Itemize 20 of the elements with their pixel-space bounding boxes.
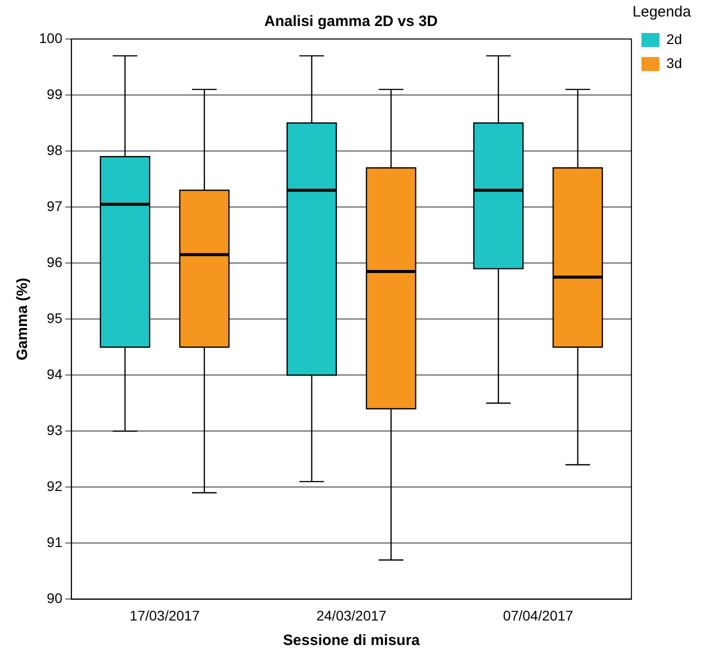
y-tick-label: 95 [46, 310, 63, 326]
legend-label: 2d [666, 30, 682, 47]
legend-title: Legenda [632, 4, 692, 21]
y-tick-label: 94 [46, 366, 63, 382]
y-tick-label: 99 [46, 86, 63, 102]
y-tick-label: 98 [46, 142, 63, 158]
legend-label: 3d [666, 54, 682, 71]
y-tick-label: 100 [39, 30, 63, 46]
y-tick-label: 90 [46, 590, 63, 606]
y-tick-label: 96 [46, 254, 63, 270]
y-tick-label: 93 [46, 422, 63, 438]
chart-title: Analisi gamma 2D vs 3D [264, 13, 438, 30]
y-tick-label: 97 [46, 198, 63, 214]
y-tick-label: 92 [46, 478, 63, 494]
y-tick-label: 91 [46, 534, 63, 550]
x-tick-label: 17/03/2017 [130, 607, 200, 624]
x-axis-title: Sessione di misura [283, 632, 420, 650]
x-tick-label: 07/04/2017 [503, 607, 574, 624]
x-tick-label: 24/03/2017 [316, 607, 387, 624]
y-axis-title: Gamma (%) [14, 278, 32, 360]
